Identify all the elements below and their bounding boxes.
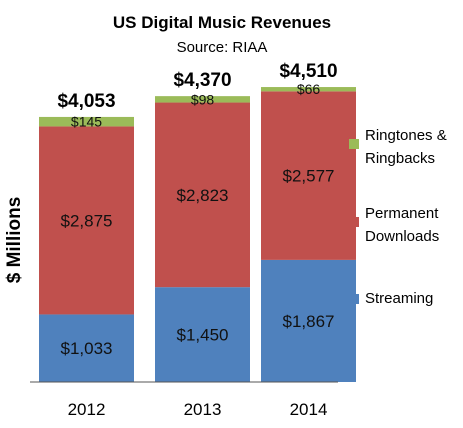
y-axis-label: $ Millions [4, 197, 25, 284]
legend-label-0-1: Ringbacks [365, 150, 435, 167]
bar-segment-permanent-downloads-2012 [39, 126, 134, 315]
data-label-streaming-2014: $1,867 [283, 312, 335, 331]
data-label-permanent-downloads-2014: $2,577 [283, 167, 335, 186]
chart-title: US Digital Music Revenues [113, 13, 331, 32]
bar-segment-streaming-2013 [155, 287, 250, 382]
x-tick-2014: 2014 [290, 400, 328, 419]
data-label-streaming-2013: $1,450 [177, 326, 229, 345]
legend-swatch-0 [349, 139, 359, 149]
chart-subtitle: Source: RIAA [177, 39, 268, 56]
legend-label-2-0: Streaming [365, 290, 433, 307]
data-label-permanent-downloads-2012: $2,875 [61, 211, 113, 230]
legend-swatch-2 [349, 294, 359, 304]
bar-segment-ringtones-ringbacks-2014 [261, 87, 356, 92]
bar-segment-permanent-downloads-2013 [155, 102, 250, 288]
data-label-ringtones-ringbacks-2014: $66 [297, 81, 321, 97]
data-label-ringtones-ringbacks-2012: $145 [71, 114, 102, 130]
legend: Ringtones & Ringbacks Permanent Downloads St… [349, 127, 447, 307]
data-label-ringtones-ringbacks-2013: $98 [191, 91, 215, 107]
bar-segment-ringtones-ringbacks-2012 [39, 116, 134, 127]
bar-segment-streaming-2012 [39, 314, 134, 382]
bar-segment-streaming-2014 [261, 259, 356, 382]
legend-label-0-0: Ringtones & [365, 127, 447, 144]
x-tick-2013: 2013 [184, 400, 222, 419]
x-tick-2012: 2012 [68, 400, 106, 419]
bar-segment-permanent-downloads-2014 [261, 91, 356, 260]
legend-swatch-1 [349, 217, 359, 227]
data-label-permanent-downloads-2013: $2,823 [177, 186, 229, 205]
total-label-2014: $4,510 [279, 61, 337, 82]
legend-label-1-0: Permanent [365, 205, 439, 222]
legend-label-1-1: Downloads [365, 228, 439, 245]
x-ticks-group: 2012 2013 2014 [68, 400, 328, 419]
bars-group: $1,033$2,875$145$4,053$1,450$2,823$98$4,… [39, 61, 356, 382]
total-label-2013: $4,370 [173, 70, 231, 91]
bar-segment-ringtones-ringbacks-2013 [155, 96, 250, 103]
data-label-streaming-2012: $1,033 [61, 339, 113, 358]
total-label-2012: $4,053 [57, 91, 115, 112]
